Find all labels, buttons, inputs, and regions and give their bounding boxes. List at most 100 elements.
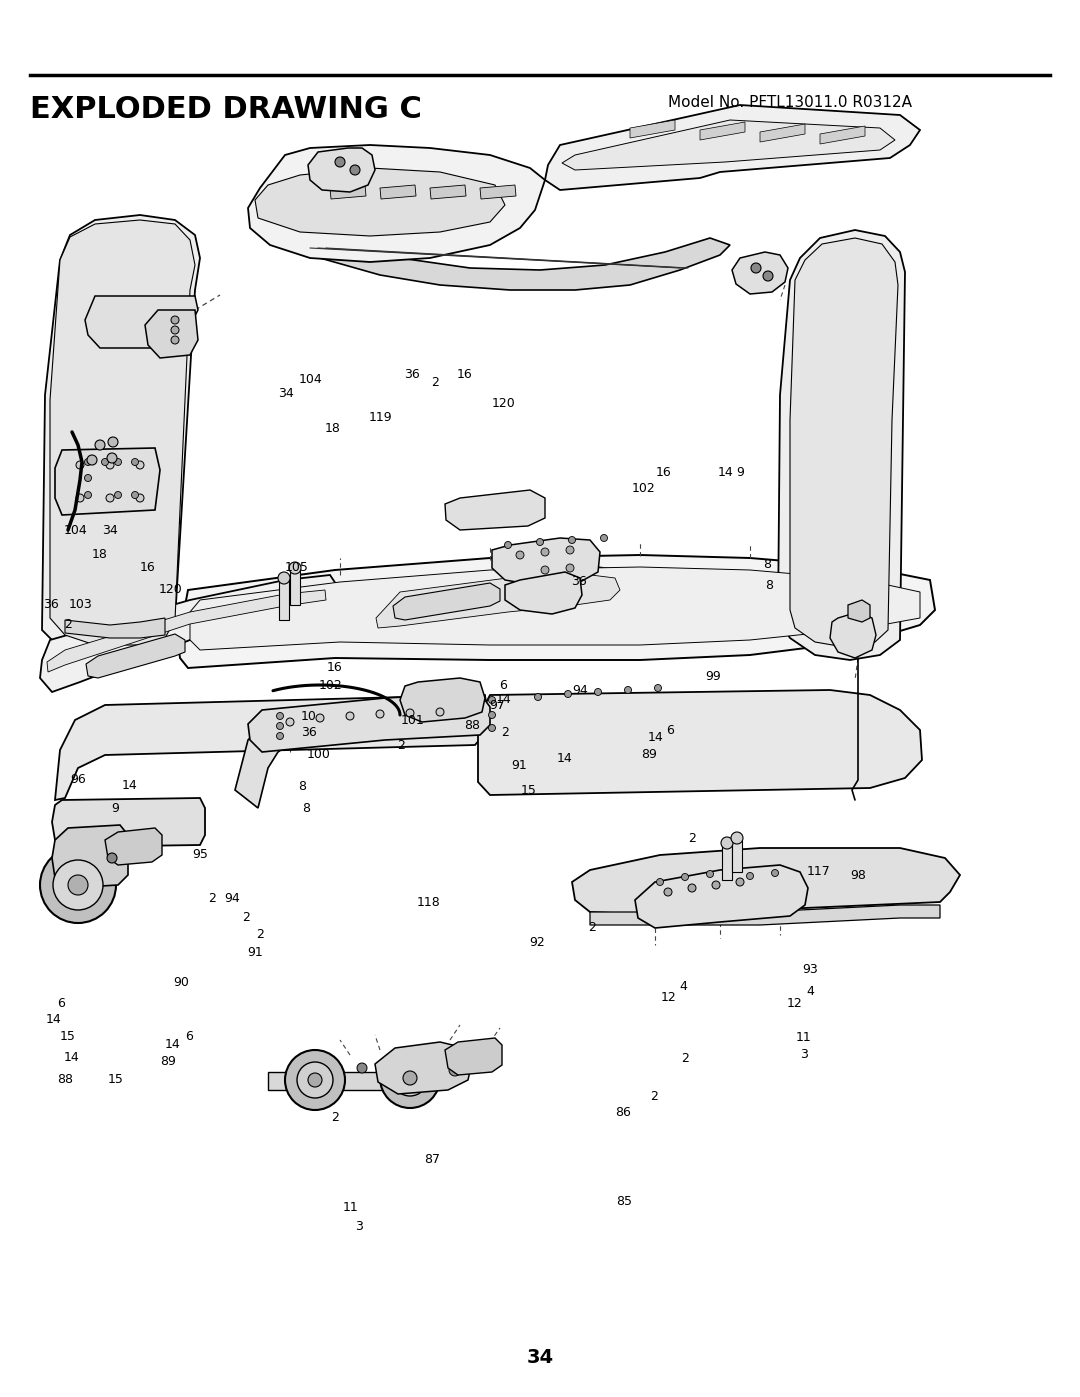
Text: 2: 2	[588, 921, 596, 935]
Ellipse shape	[594, 689, 602, 696]
Ellipse shape	[278, 571, 291, 584]
Ellipse shape	[107, 453, 117, 462]
Ellipse shape	[600, 535, 607, 542]
Text: 14: 14	[165, 1038, 180, 1052]
Text: 16: 16	[656, 465, 671, 479]
Text: 117: 117	[807, 865, 831, 879]
Text: 94: 94	[572, 683, 588, 697]
Ellipse shape	[657, 879, 663, 886]
Polygon shape	[380, 184, 416, 198]
Text: 14: 14	[64, 1051, 79, 1065]
Text: 90: 90	[174, 975, 189, 989]
Text: 119: 119	[368, 411, 392, 425]
Text: 36: 36	[404, 367, 419, 381]
Ellipse shape	[335, 156, 345, 168]
Ellipse shape	[297, 1062, 333, 1098]
Polygon shape	[723, 845, 732, 880]
Text: 11: 11	[796, 1031, 811, 1045]
Ellipse shape	[516, 550, 524, 559]
Text: 91: 91	[512, 759, 527, 773]
Ellipse shape	[712, 882, 720, 888]
Ellipse shape	[376, 710, 384, 718]
Text: EXPLODED DRAWING C: EXPLODED DRAWING C	[30, 95, 422, 124]
Polygon shape	[85, 296, 198, 348]
Text: 14: 14	[122, 778, 137, 792]
Polygon shape	[480, 184, 516, 198]
Polygon shape	[572, 848, 960, 915]
Text: 93: 93	[802, 963, 818, 977]
Text: 16: 16	[140, 560, 156, 574]
Ellipse shape	[392, 1060, 428, 1097]
Text: 8: 8	[762, 557, 771, 571]
Ellipse shape	[504, 542, 512, 549]
Ellipse shape	[107, 854, 117, 863]
Polygon shape	[492, 538, 600, 585]
Text: 14: 14	[46, 1013, 62, 1027]
Ellipse shape	[731, 833, 743, 844]
Polygon shape	[820, 126, 865, 144]
Polygon shape	[52, 826, 129, 888]
Text: 86: 86	[616, 1105, 631, 1119]
Polygon shape	[760, 124, 805, 142]
Text: 2: 2	[207, 891, 216, 905]
Text: 16: 16	[327, 661, 342, 675]
Polygon shape	[789, 237, 897, 648]
Text: 16: 16	[457, 367, 472, 381]
Ellipse shape	[735, 877, 744, 886]
Ellipse shape	[664, 888, 672, 895]
Ellipse shape	[171, 326, 179, 334]
Ellipse shape	[132, 458, 138, 465]
Ellipse shape	[53, 861, 103, 909]
Ellipse shape	[541, 548, 549, 556]
Ellipse shape	[357, 1063, 367, 1073]
Text: 2: 2	[396, 739, 405, 753]
Polygon shape	[376, 573, 620, 629]
Polygon shape	[52, 798, 205, 847]
Ellipse shape	[350, 165, 360, 175]
Polygon shape	[40, 576, 340, 692]
Text: 94: 94	[225, 891, 240, 905]
Polygon shape	[48, 590, 326, 672]
Ellipse shape	[488, 725, 496, 732]
Polygon shape	[430, 184, 465, 198]
Ellipse shape	[537, 538, 543, 545]
Text: 120: 120	[159, 583, 183, 597]
Polygon shape	[505, 571, 582, 615]
Text: 36: 36	[301, 725, 316, 739]
Polygon shape	[635, 865, 808, 928]
Text: 12: 12	[661, 990, 676, 1004]
Ellipse shape	[762, 271, 773, 281]
Polygon shape	[732, 251, 788, 293]
Ellipse shape	[721, 837, 733, 849]
Polygon shape	[308, 148, 375, 191]
Polygon shape	[848, 599, 870, 622]
Ellipse shape	[346, 712, 354, 719]
Text: 96: 96	[70, 773, 85, 787]
Ellipse shape	[276, 722, 283, 729]
Polygon shape	[65, 617, 165, 638]
Text: 99: 99	[705, 669, 720, 683]
Polygon shape	[778, 231, 905, 659]
Ellipse shape	[136, 461, 144, 469]
Polygon shape	[445, 490, 545, 529]
Text: 34: 34	[279, 387, 294, 401]
Polygon shape	[562, 120, 895, 170]
Text: 2: 2	[501, 725, 510, 739]
Polygon shape	[279, 580, 289, 620]
Text: 14: 14	[496, 693, 511, 707]
Ellipse shape	[654, 685, 661, 692]
Ellipse shape	[114, 458, 121, 465]
Ellipse shape	[449, 1065, 461, 1076]
Text: 98: 98	[851, 869, 866, 883]
Text: 8: 8	[765, 578, 773, 592]
Ellipse shape	[771, 869, 779, 876]
Polygon shape	[105, 828, 162, 865]
Ellipse shape	[380, 1048, 440, 1108]
Text: 3: 3	[799, 1048, 808, 1062]
Ellipse shape	[114, 492, 121, 499]
Ellipse shape	[84, 492, 92, 499]
Polygon shape	[86, 634, 185, 678]
Text: 103: 103	[69, 598, 93, 612]
Text: 34: 34	[103, 524, 118, 538]
Polygon shape	[248, 693, 490, 752]
